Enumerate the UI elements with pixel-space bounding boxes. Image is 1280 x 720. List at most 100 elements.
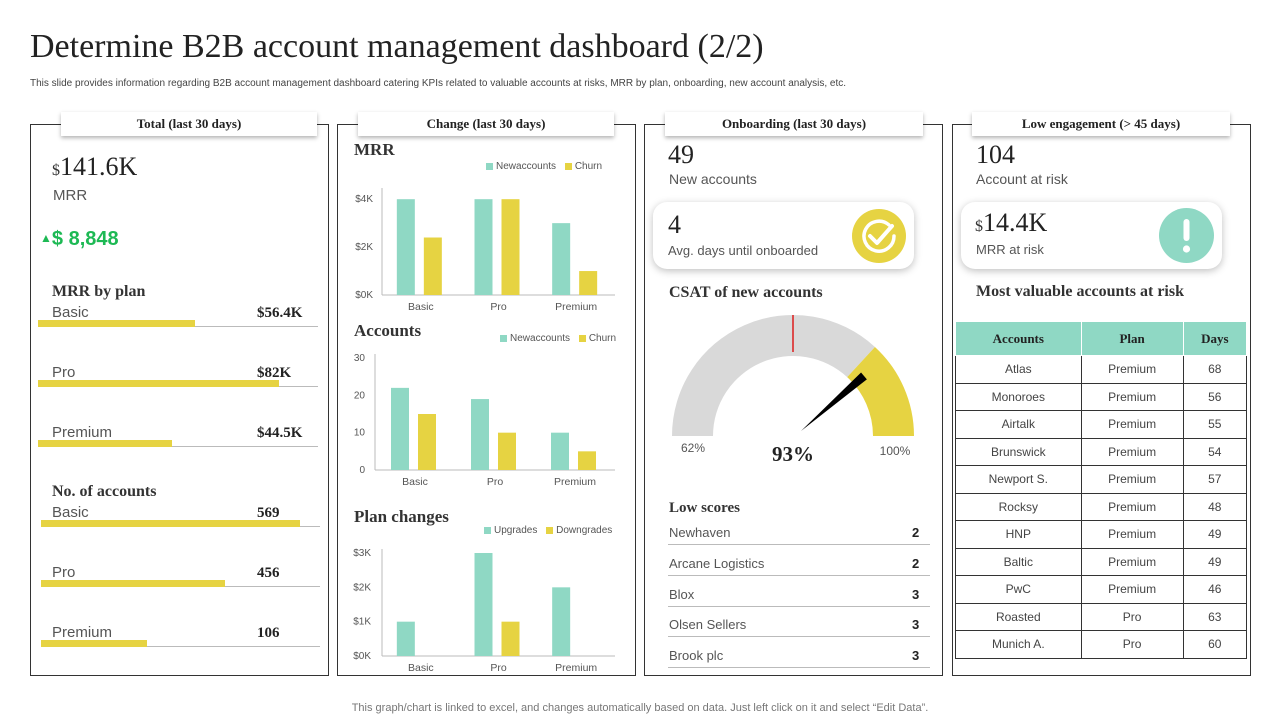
bar-churn-pro	[501, 199, 520, 295]
table-cell: 57	[1182, 465, 1248, 494]
gauge-highlight	[847, 346, 914, 436]
table-row: Newport S. Premium 57	[955, 465, 1248, 494]
gauge-max-label: 100%	[880, 444, 911, 458]
table-cell: Premium	[1080, 520, 1184, 549]
panel-onboarding-tab: Onboarding (last 30 days)	[665, 112, 923, 136]
bar-downgrades-pro	[501, 621, 520, 656]
accounts-chart-title: Accounts	[354, 321, 422, 340]
table-cell: 56	[1182, 382, 1248, 411]
bar-newaccounts-basic	[396, 199, 415, 295]
y-tick-label: 0	[359, 465, 365, 476]
panel-change-tab: Change (last 30 days)	[358, 112, 614, 136]
y-tick-label: 30	[354, 353, 366, 364]
mrr-chart-title: MRR	[354, 140, 395, 159]
table-row: Baltic Premium 49	[955, 547, 1248, 576]
footer-note: This graph/chart is linked to excel, and…	[351, 702, 929, 714]
table-cell: Munich A.	[955, 630, 1082, 659]
table-cell: Pro	[1080, 602, 1184, 631]
accounts-plan-track	[41, 646, 320, 647]
table-cell: Pro	[1080, 630, 1184, 659]
table-row: Airtalk Premium 55	[955, 410, 1248, 439]
plan-changes-legend: Upgrades Downgrades	[484, 525, 612, 536]
y-tick-label: $3K	[353, 548, 371, 559]
accounts-plan-value: 456	[257, 565, 280, 581]
table-cell: Baltic	[955, 547, 1082, 576]
table-cell: Premium	[1080, 437, 1184, 466]
table-cell: Premium	[1080, 355, 1184, 384]
csat-gauge: 62% 100% 93%	[672, 315, 914, 466]
accounts-chart-legend: Newaccounts Churn	[500, 333, 616, 344]
legend-swatch-downgrades	[546, 526, 554, 534]
onboarding-days-card: 4 Avg. days until onboarded	[653, 202, 914, 269]
legend-upgrades: Upgrades	[494, 525, 538, 536]
table-cell: 49	[1182, 547, 1248, 576]
gauge-needle	[801, 372, 867, 431]
mrr-change-value: $ 8,848	[51, 228, 119, 250]
mrr-plan-value: $82K	[257, 365, 292, 381]
y-tick-label: $4K	[355, 194, 373, 205]
legend-swatch-churn	[578, 334, 586, 342]
mrr-plan-bar	[38, 320, 195, 327]
table-cell: Roasted	[955, 602, 1082, 631]
table-cell: Atlas	[955, 355, 1082, 384]
bar-newaccounts-premium	[551, 432, 569, 470]
mrr-plan-label: Premium	[52, 424, 113, 441]
bar-newaccounts-premium	[552, 223, 571, 295]
mrr-plan-label: Pro	[52, 364, 76, 381]
accounts-plan-value: 106	[257, 625, 280, 641]
bar-upgrades-premium	[552, 587, 571, 656]
y-tick-label: $1K	[353, 617, 371, 628]
accounts-plan-label: Premium	[52, 624, 113, 641]
low-score-value: 3	[912, 586, 920, 602]
low-score-divider	[668, 544, 930, 545]
table-cell: 49	[1182, 520, 1248, 549]
low-score-value: 2	[912, 555, 920, 571]
x-tick-label: Pro	[490, 662, 507, 674]
mrr-bar-chart: $0K $2K $4K Basic Pro Premium	[355, 188, 615, 313]
table-cell: 68	[1182, 355, 1248, 384]
mrr-plan-value: $44.5K	[257, 425, 303, 441]
low-score-value: 2	[912, 525, 920, 540]
x-tick-label: Basic	[408, 301, 434, 313]
bar-upgrades-basic	[396, 621, 415, 656]
accounts-plan-bar	[41, 640, 147, 647]
mrr-currency: $	[52, 162, 60, 179]
mrr-risk-value: 14.4K	[983, 208, 1048, 237]
column-header: Plan	[1080, 321, 1184, 356]
table-row: Atlas Premium 68	[955, 355, 1248, 384]
bar-churn-basic	[418, 414, 436, 470]
column-header: Accounts	[955, 321, 1082, 356]
table-cell: Premium	[1080, 575, 1184, 604]
table-cell: 55	[1182, 410, 1248, 439]
table-cell: 54	[1182, 437, 1248, 466]
y-tick-label: $0K	[355, 290, 373, 301]
table-cell: Premium	[1080, 492, 1184, 521]
check-circle-icon	[862, 219, 896, 253]
legend-downgrades: Downgrades	[556, 525, 613, 536]
bar-churn-premium	[579, 271, 598, 295]
table-row: Roasted Pro 63	[955, 602, 1248, 631]
table-row: Rocksy Premium 48	[955, 492, 1248, 521]
bar-newaccounts-pro	[471, 399, 489, 470]
mrr-plan-bar	[38, 380, 279, 387]
gauge-track	[672, 315, 875, 436]
table-cell: Premium	[1080, 410, 1184, 439]
accounts-at-risk-value: 104	[976, 140, 1015, 169]
accounts-plan-label: Pro	[52, 564, 76, 581]
mrr-plan-value: $56.4K	[257, 305, 303, 321]
x-tick-label: Premium	[555, 662, 597, 674]
legend-swatch-upgrades	[484, 526, 491, 534]
arrow-up-icon: ▲	[40, 231, 52, 245]
low-score-name: Newhaven	[669, 525, 731, 540]
y-tick-label: $2K	[353, 582, 371, 593]
exclamation-icon	[1182, 219, 1191, 253]
page-subtitle: This slide provides information regardin…	[30, 78, 847, 89]
table-cell: Premium	[1080, 382, 1184, 411]
accounts-plan-bar	[41, 580, 225, 587]
low-scores-title: Low scores	[669, 500, 740, 516]
table-row: HNP Premium 49	[955, 520, 1248, 549]
table-cell: Monoroes	[955, 382, 1082, 411]
table-row: Brunswick Premium 54	[955, 437, 1248, 466]
accounts-plan-bar	[41, 520, 300, 527]
low-score-name: Blox	[669, 586, 695, 602]
